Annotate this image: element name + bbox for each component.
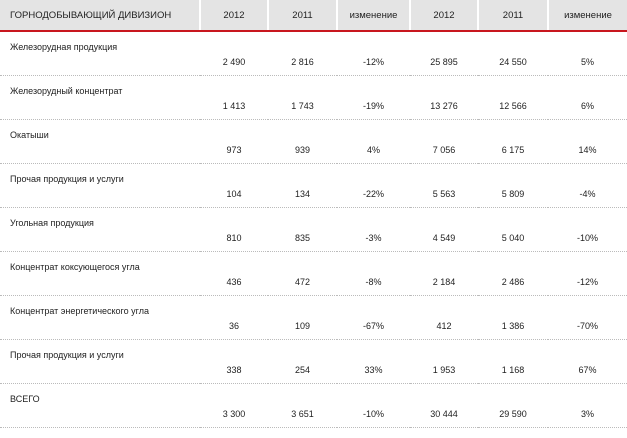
value-cell: -70%	[548, 295, 627, 340]
value-cell: 6 175	[478, 119, 548, 164]
value-cell: 67%	[548, 339, 627, 384]
row-label: Железорудная продукция	[0, 31, 200, 76]
header-cell: 2012	[200, 0, 269, 32]
value-cell: 7 056	[410, 119, 478, 164]
header-cell: изменение	[548, 0, 627, 32]
value-cell: 2 490	[200, 31, 268, 76]
value-cell: 2 816	[268, 31, 337, 76]
value-cell: 5 040	[478, 207, 548, 252]
row-label: ВСЕГО	[0, 383, 200, 428]
value-cell: 109	[268, 295, 337, 340]
value-cell: -10%	[548, 207, 627, 252]
value-cell: 472	[268, 251, 337, 296]
value-cell: -67%	[337, 295, 410, 340]
header-cell: 2012	[410, 0, 479, 32]
value-cell: -12%	[548, 251, 627, 296]
value-cell: 29 590	[478, 383, 548, 428]
value-cell: 1 386	[478, 295, 548, 340]
value-cell: 5%	[548, 31, 627, 76]
value-cell: 436	[200, 251, 268, 296]
value-cell: 2 486	[478, 251, 548, 296]
value-cell: -22%	[337, 163, 410, 208]
value-cell: 1 743	[268, 75, 337, 120]
value-cell: -12%	[337, 31, 410, 76]
header-cell: 2011	[478, 0, 549, 32]
value-cell: -19%	[337, 75, 410, 120]
value-cell: 13 276	[410, 75, 478, 120]
data-table: ГОРНОДОБЫВАЮЩИЙ ДИВИЗИОН 2012 2011 изменени…	[0, 0, 627, 428]
table-row: Железорудная продукция 2 490 2 816 -12% 25 8…	[0, 31, 627, 76]
value-cell: 835	[268, 207, 337, 252]
value-cell: -8%	[337, 251, 410, 296]
row-label: Окатыши	[0, 119, 200, 164]
header-cell: 2011	[268, 0, 338, 32]
header-row: ГОРНОДОБЫВАЮЩИЙ ДИВИЗИОН 2012 2011 изменени…	[0, 0, 627, 32]
value-cell: 412	[410, 295, 478, 340]
value-cell: 254	[268, 339, 337, 384]
value-cell: 810	[200, 207, 268, 252]
value-cell: 3 300	[200, 383, 268, 428]
row-label: Концентрат коксующегося угла	[0, 251, 200, 296]
value-cell: 1 413	[200, 75, 268, 120]
table-row: Прочая продукция и услуги 338 254 33% 1 953 1…	[0, 339, 627, 384]
value-cell: 36	[200, 295, 268, 340]
value-cell: -4%	[548, 163, 627, 208]
value-cell: 14%	[548, 119, 627, 164]
value-cell: 33%	[337, 339, 410, 384]
value-cell: 12 566	[478, 75, 548, 120]
row-label: Угольная продукция	[0, 207, 200, 252]
row-label: Концентрат энергетического угла	[0, 295, 200, 340]
table-row: ВСЕГО 3 300 3 651 -10% 30 444 29 590 3%	[0, 383, 627, 428]
value-cell: 338	[200, 339, 268, 384]
value-cell: 4 549	[410, 207, 478, 252]
value-cell: 1 953	[410, 339, 478, 384]
value-cell: 5 809	[478, 163, 548, 208]
table-row: Угольная продукция 810 835 -3% 4 549 5 040 -10…	[0, 207, 627, 252]
row-label: Железорудный концентрат	[0, 75, 200, 120]
row-label: Прочая продукция и услуги	[0, 163, 200, 208]
table-body: Железорудная продукция 2 490 2 816 -12% 25 8…	[0, 31, 627, 428]
value-cell: 6%	[548, 75, 627, 120]
table-row: Прочая продукция и услуги 104 134 -22% 5 563…	[0, 163, 627, 208]
value-cell: 25 895	[410, 31, 478, 76]
value-cell: -3%	[337, 207, 410, 252]
value-cell: 24 550	[478, 31, 548, 76]
value-cell: 134	[268, 163, 337, 208]
value-cell: 973	[200, 119, 268, 164]
value-cell: 1 168	[478, 339, 548, 384]
value-cell: 2 184	[410, 251, 478, 296]
header-cell: изменение	[337, 0, 411, 32]
table-row: Концентрат коксующегося угла 436 472 -8% 2 1…	[0, 251, 627, 296]
value-cell: 939	[268, 119, 337, 164]
table-row: Железорудный концентрат 1 413 1 743 -19% 13 …	[0, 75, 627, 120]
row-label: Прочая продукция и услуги	[0, 339, 200, 384]
value-cell: 104	[200, 163, 268, 208]
value-cell: 4%	[337, 119, 410, 164]
value-cell: 5 563	[410, 163, 478, 208]
value-cell: 3%	[548, 383, 627, 428]
value-cell: -10%	[337, 383, 410, 428]
value-cell: 3 651	[268, 383, 337, 428]
value-cell: 30 444	[410, 383, 478, 428]
table-row: Окатыши 973 939 4% 7 056 6 175 14%	[0, 119, 627, 164]
table-row: Концентрат энергетического угла 36 109 -67%…	[0, 295, 627, 340]
header-cell: ГОРНОДОБЫВАЮЩИЙ ДИВИЗИОН	[0, 0, 201, 32]
